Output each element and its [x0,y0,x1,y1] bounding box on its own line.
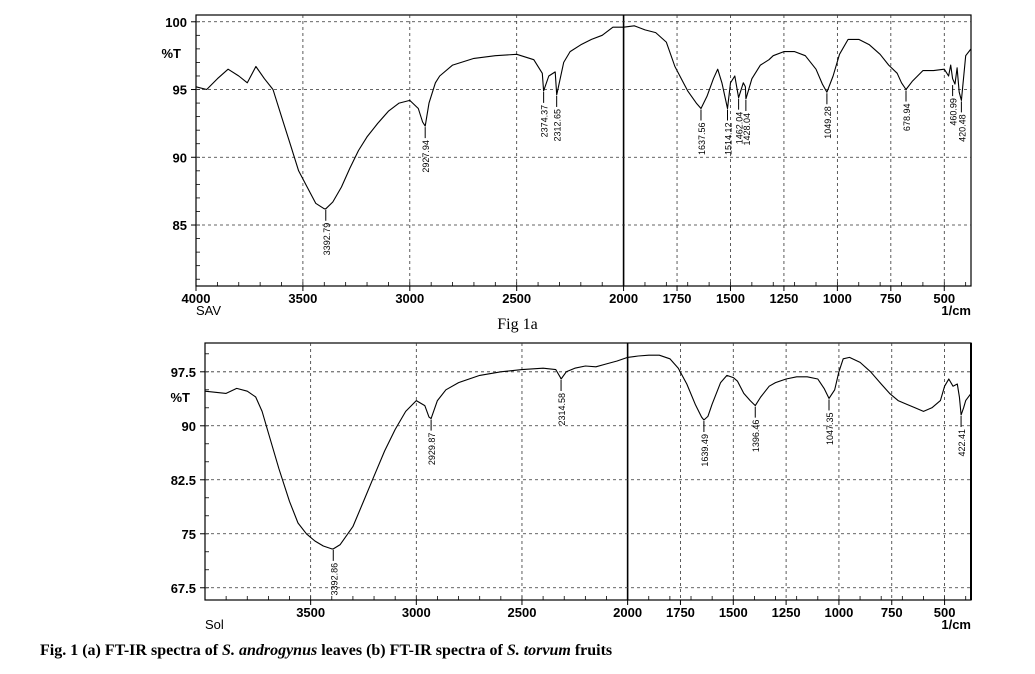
figure-caption: Fig. 1 (a) FT-IR spectra of S. androgynu… [40,642,612,660]
peak-label: 2312.65 [553,109,563,142]
peak-label: 1514.12 [723,122,733,155]
peak-label: 1428.04 [742,113,752,146]
x-tick-label: 500 [933,291,955,306]
sample-label: SAV [196,303,221,316]
x-tick-label: 1000 [823,291,852,306]
peak-label: 422.41 [957,429,967,457]
x-tick-label: 750 [881,605,903,620]
x-unit-label: 1/cm [941,303,971,316]
caption-prefix: Fig. 1 (a) FT-IR spectra of [40,642,223,659]
peak-label: 1462.04 [735,112,745,145]
peak-label: 420.48 [957,114,967,142]
peak-label: 2374.37 [540,105,550,138]
peak-label: 1047.35 [825,412,835,445]
y-tick-label: 90 [182,419,196,434]
plot-frame [195,14,972,287]
x-tick-label: 1500 [719,605,748,620]
x-tick-label: 2500 [502,291,531,306]
spectrum-line [195,25,972,210]
x-tick-label: 2000 [609,291,638,306]
y-axis-label: %T [162,46,182,61]
caption-suffix: fruits [570,642,613,659]
x-tick-label: 1250 [772,605,801,620]
peak-label: 678.94 [902,104,912,132]
y-tick-label: 75 [182,527,196,542]
y-tick-label: 85 [173,218,187,233]
y-tick-label: 90 [173,150,187,165]
x-tick-label: 1750 [666,605,695,620]
caption-species-1: S. androgynus [222,642,318,659]
peak-label: 2927.94 [421,140,431,173]
peak-label: 3392.86 [329,563,339,596]
x-tick-label: 3000 [402,605,431,620]
x-tick-label: 3000 [395,291,424,306]
peak-label: 2929.87 [427,433,437,466]
plot-frame [204,342,972,601]
x-tick-label: 3500 [296,605,325,620]
sample-label: Sol [205,617,224,630]
x-tick-label: 2500 [508,605,537,620]
x-tick-label: 1250 [769,291,798,306]
peak-label: 1637.56 [697,122,707,155]
figure-label-a: Fig 1a [497,316,538,333]
x-tick-label: 3500 [288,291,317,306]
y-tick-label: 100 [165,15,187,30]
ftir-chart-a: 4000 3500 3000 2500 2000 1750 1500 1250 1000 750 5… [162,14,972,316]
y-tick-label: 67.5 [171,581,196,596]
peak-label: 3392.79 [322,223,332,256]
x-tick-label: 1750 [663,291,692,306]
peak-label: 460.99 [949,98,959,126]
y-axis-label: %T [171,390,191,405]
ftir-chart-b: 3500 3000 2500 2000 1750 1500 1250 1000 750 500 67… [171,342,972,630]
spectrum-line [204,354,972,550]
caption-species-2: S. torvum [506,642,571,659]
caption-middle: leaves (b) FT-IR spectra of [317,642,507,659]
peak-label: 1639.49 [700,434,710,467]
y-tick-label: 95 [173,83,187,98]
x-tick-label: 1500 [716,291,745,306]
x-tick-label: 500 [934,605,956,620]
peak-label: 1049.28 [823,106,833,139]
x-unit-label: 1/cm [941,617,971,630]
x-tick-label: 750 [880,291,902,306]
y-tick-label: 97.5 [171,365,196,380]
peak-label: 2314.58 [557,393,567,426]
x-tick-label: 4000 [182,291,211,306]
x-tick-label: 1000 [824,605,853,620]
y-tick-label: 82.5 [171,473,196,488]
peak-label: 1396.46 [751,420,761,453]
x-tick-label: 2000 [613,605,642,620]
